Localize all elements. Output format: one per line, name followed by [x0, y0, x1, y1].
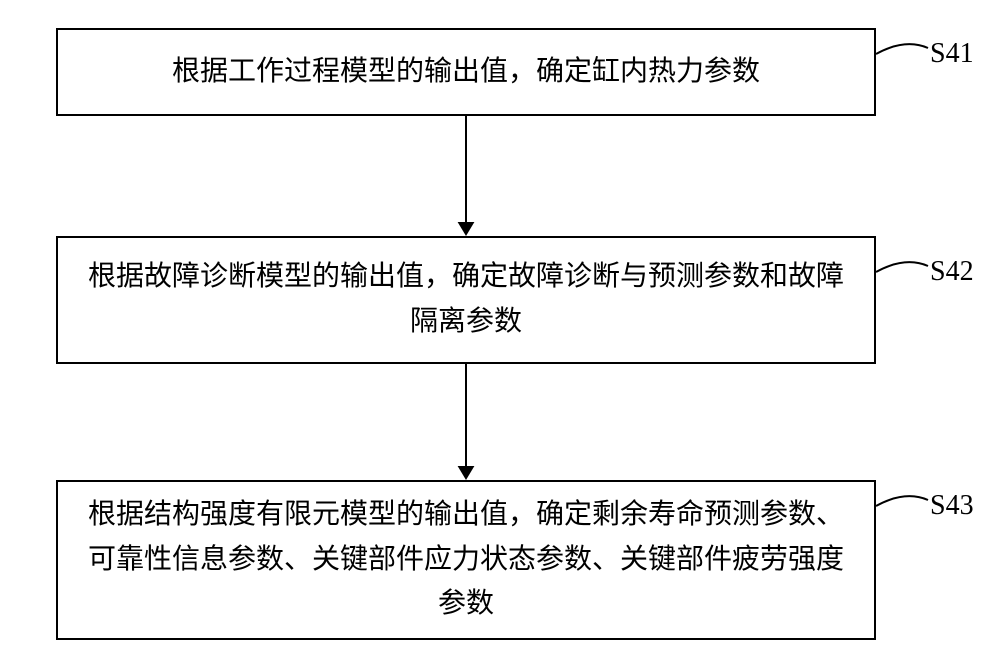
step-s41-box: 根据工作过程模型的输出值，确定缸内热力参数: [56, 28, 876, 116]
step-s43-label: S43: [930, 490, 974, 522]
step-s42-box: 根据故障诊断模型的输出值，确定故障诊断与预测参数和故障隔离参数: [56, 236, 876, 364]
step-s43-text: 根据结构强度有限元模型的输出值，确定剩余寿命预测参数、可靠性信息参数、关键部件应…: [78, 493, 854, 627]
step-s41-label: S41: [930, 38, 974, 70]
step-s43-box: 根据结构强度有限元模型的输出值，确定剩余寿命预测参数、可靠性信息参数、关键部件应…: [56, 480, 876, 640]
step-s41-text: 根据工作过程模型的输出值，确定缸内热力参数: [172, 50, 760, 95]
step-s42-label: S42: [930, 256, 974, 288]
flowchart-canvas: 根据工作过程模型的输出值，确定缸内热力参数 S41 根据故障诊断模型的输出值，确…: [0, 0, 1000, 653]
step-s42-text: 根据故障诊断模型的输出值，确定故障诊断与预测参数和故障隔离参数: [78, 255, 854, 345]
